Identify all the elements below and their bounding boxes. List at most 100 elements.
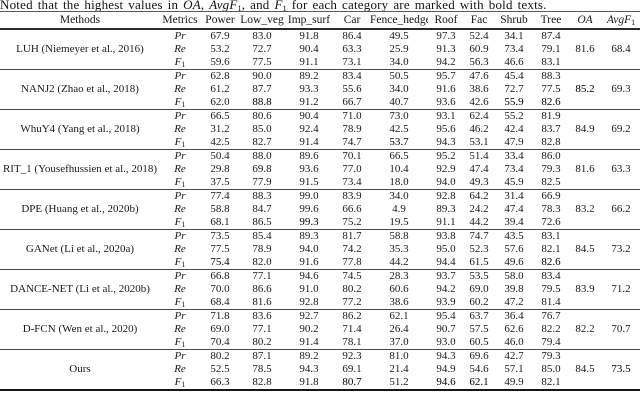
cell-pr-power: 73.5 (210, 229, 230, 242)
metric-label-f1: F1 (174, 255, 186, 269)
cell-re-car: 71.4 (342, 322, 362, 335)
cell-f1-low-veg: 88.8 (252, 95, 272, 108)
table-row-f1: F1 68.4 81.6 92.8 77.2 38.6 93.9 60.2 47.2 81.4 (0, 296, 640, 310)
column-header-fac: Fac (470, 13, 488, 26)
cell-re-power: 77.5 (210, 242, 230, 255)
cell-pr-shrub: 55.2 (504, 109, 524, 122)
cell-re-shrub: 57.1 (504, 362, 524, 375)
cell-re-low-veg: 84.7 (252, 202, 272, 215)
cell-pr-roof: 97.3 (436, 29, 456, 42)
cell-re-car: 78.9 (342, 122, 362, 135)
cell-pr-car: 86.4 (342, 29, 362, 42)
cell-pr-shrub: 45.4 (504, 69, 524, 82)
table-row-f1: F1 75.4 82.0 91.6 77.8 44.2 94.4 61.5 49.6 82.6 (0, 256, 640, 270)
cell-pr-roof: 95.4 (436, 309, 456, 322)
cell-pr-low-veg: 83.0 (252, 29, 272, 42)
cell-pr-shrub: 33.4 (504, 149, 524, 162)
cell-pr-car: 92.3 (342, 349, 362, 362)
cell-f1-fence-hedge: 40.7 (389, 95, 409, 108)
metric-label-f1: F1 (174, 135, 186, 149)
method-group: D-FCN (Wen et al., 2020) Pr 71.8 83.6 92.7 86… (0, 309, 640, 349)
metric-label-re: Re (174, 162, 186, 175)
method-group: DPE (Huang et al., 2020b) Pr 77.4 88.3 99.0 8… (0, 189, 640, 229)
metric-label-pr: Pr (174, 189, 186, 202)
table-row-re: Re 31.2 85.0 92.4 78.9 42.5 95.6 46.2 42.4 83.7 (0, 123, 640, 136)
cell-f1-tree: 82.6 (541, 95, 561, 108)
column-header-imp-surf: Imp_surf (287, 13, 331, 26)
cell-avgf1: 71.2 (611, 282, 631, 295)
cell-pr-roof: 92.8 (436, 189, 456, 202)
cell-re-fac: 57.5 (469, 322, 489, 335)
table-row-re: Re 29.8 69.8 93.6 77.0 10.4 92.9 47.4 73.4 79.3 (0, 163, 640, 176)
cell-pr-low-veg: 83.6 (252, 309, 272, 322)
metric-label-re: Re (174, 282, 186, 295)
metric-label-re: Re (174, 82, 186, 95)
cell-re-fence-hedge: 25.9 (389, 42, 409, 55)
metric-label-re: Re (174, 122, 186, 135)
cell-pr-low-veg: 88.0 (252, 149, 272, 162)
table-header: Methods Metrics Power Low_veg Imp_surf Car Fen… (0, 11, 640, 29)
metric-label-f1: F1 (174, 375, 186, 389)
cell-avgf1: 63.3 (611, 162, 631, 175)
cell-f1-low-veg: 80.2 (252, 335, 272, 348)
metric-label-pr: Pr (174, 109, 186, 122)
cell-oa: 83.9 (575, 282, 595, 295)
cell-f1-power: 66.3 (210, 375, 230, 388)
cell-avgf1: 66.2 (611, 202, 631, 215)
cell-f1-low-veg: 86.5 (252, 215, 272, 228)
cell-f1-imp-surf: 99.3 (299, 215, 319, 228)
cell-re-shrub: 42.4 (504, 122, 524, 135)
cell-pr-power: 71.8 (210, 309, 230, 322)
metric-label-f1: F1 (174, 335, 186, 349)
cell-re-roof: 91.6 (436, 82, 456, 95)
cell-f1-fence-hedge: 44.2 (389, 255, 409, 268)
cell-f1-shrub: 39.4 (504, 215, 524, 228)
cell-f1-low-veg: 77.5 (252, 55, 272, 68)
cell-f1-low-veg: 82.8 (252, 375, 272, 388)
method-group: LUH (Niemeyer et al., 2016) Pr 67.9 83.0 91.… (0, 29, 640, 70)
cell-pr-low-veg: 77.1 (252, 269, 272, 282)
cell-f1-fac: 60.5 (469, 335, 489, 348)
cell-f1-power: 68.1 (210, 215, 230, 228)
cell-oa: 84.5 (575, 242, 595, 255)
cell-pr-roof: 94.3 (436, 349, 456, 362)
table-row-f1: F1 37.5 77.9 91.5 73.4 18.0 94.0 49.3 45.9 82.5 (0, 176, 640, 190)
cell-pr-fac: 64.2 (469, 189, 489, 202)
cell-pr-roof: 93.7 (436, 269, 456, 282)
cell-re-low-veg: 87.7 (252, 82, 272, 95)
metric-label-f1: F1 (174, 95, 186, 109)
cell-re-roof: 90.7 (436, 322, 456, 335)
cell-pr-roof: 95.7 (436, 69, 456, 82)
cell-f1-tree: 72.6 (541, 215, 561, 228)
cell-f1-low-veg: 77.9 (252, 175, 272, 188)
cell-re-power: 69.0 (210, 322, 230, 335)
column-header-power: Power (205, 13, 235, 26)
cell-pr-low-veg: 88.3 (252, 189, 272, 202)
cell-pr-power: 66.5 (210, 109, 230, 122)
cell-f1-low-veg: 81.6 (252, 295, 272, 308)
cell-f1-fence-hedge: 38.6 (389, 295, 409, 308)
cell-re-fac: 69.0 (469, 282, 489, 295)
table-row-f1: F1 62.0 88.8 91.2 66.7 40.7 93.6 42.6 55.9 82.6 (0, 96, 640, 110)
cell-pr-imp-surf: 89.2 (299, 349, 319, 362)
cell-re-imp-surf: 93.3 (299, 82, 319, 95)
cell-re-tree: 79.3 (541, 162, 561, 175)
cell-re-imp-surf: 90.4 (299, 42, 319, 55)
cell-pr-low-veg: 80.6 (252, 109, 272, 122)
method-group: NANJ2 (Zhao et al., 2018) Pr 62.8 90.0 89.2 8… (0, 69, 640, 109)
cell-avgf1: 69.2 (611, 122, 631, 135)
cell-re-roof: 94.2 (436, 282, 456, 295)
method-name: LUH (Niemeyer et al., 2016) (16, 42, 144, 55)
cell-pr-power: 66.8 (210, 269, 230, 282)
cell-f1-fence-hedge: 37.0 (389, 335, 409, 348)
cell-pr-car: 70.1 (342, 149, 362, 162)
metric-label-re: Re (174, 322, 186, 335)
cell-f1-roof: 94.6 (436, 375, 456, 388)
cell-oa: 83.2 (575, 202, 595, 215)
cell-re-tree: 85.0 (541, 362, 561, 375)
metric-label-re: Re (174, 362, 186, 375)
cell-pr-car: 86.2 (342, 309, 362, 322)
cell-re-power: 61.2 (210, 82, 230, 95)
cell-re-car: 69.1 (342, 362, 362, 375)
